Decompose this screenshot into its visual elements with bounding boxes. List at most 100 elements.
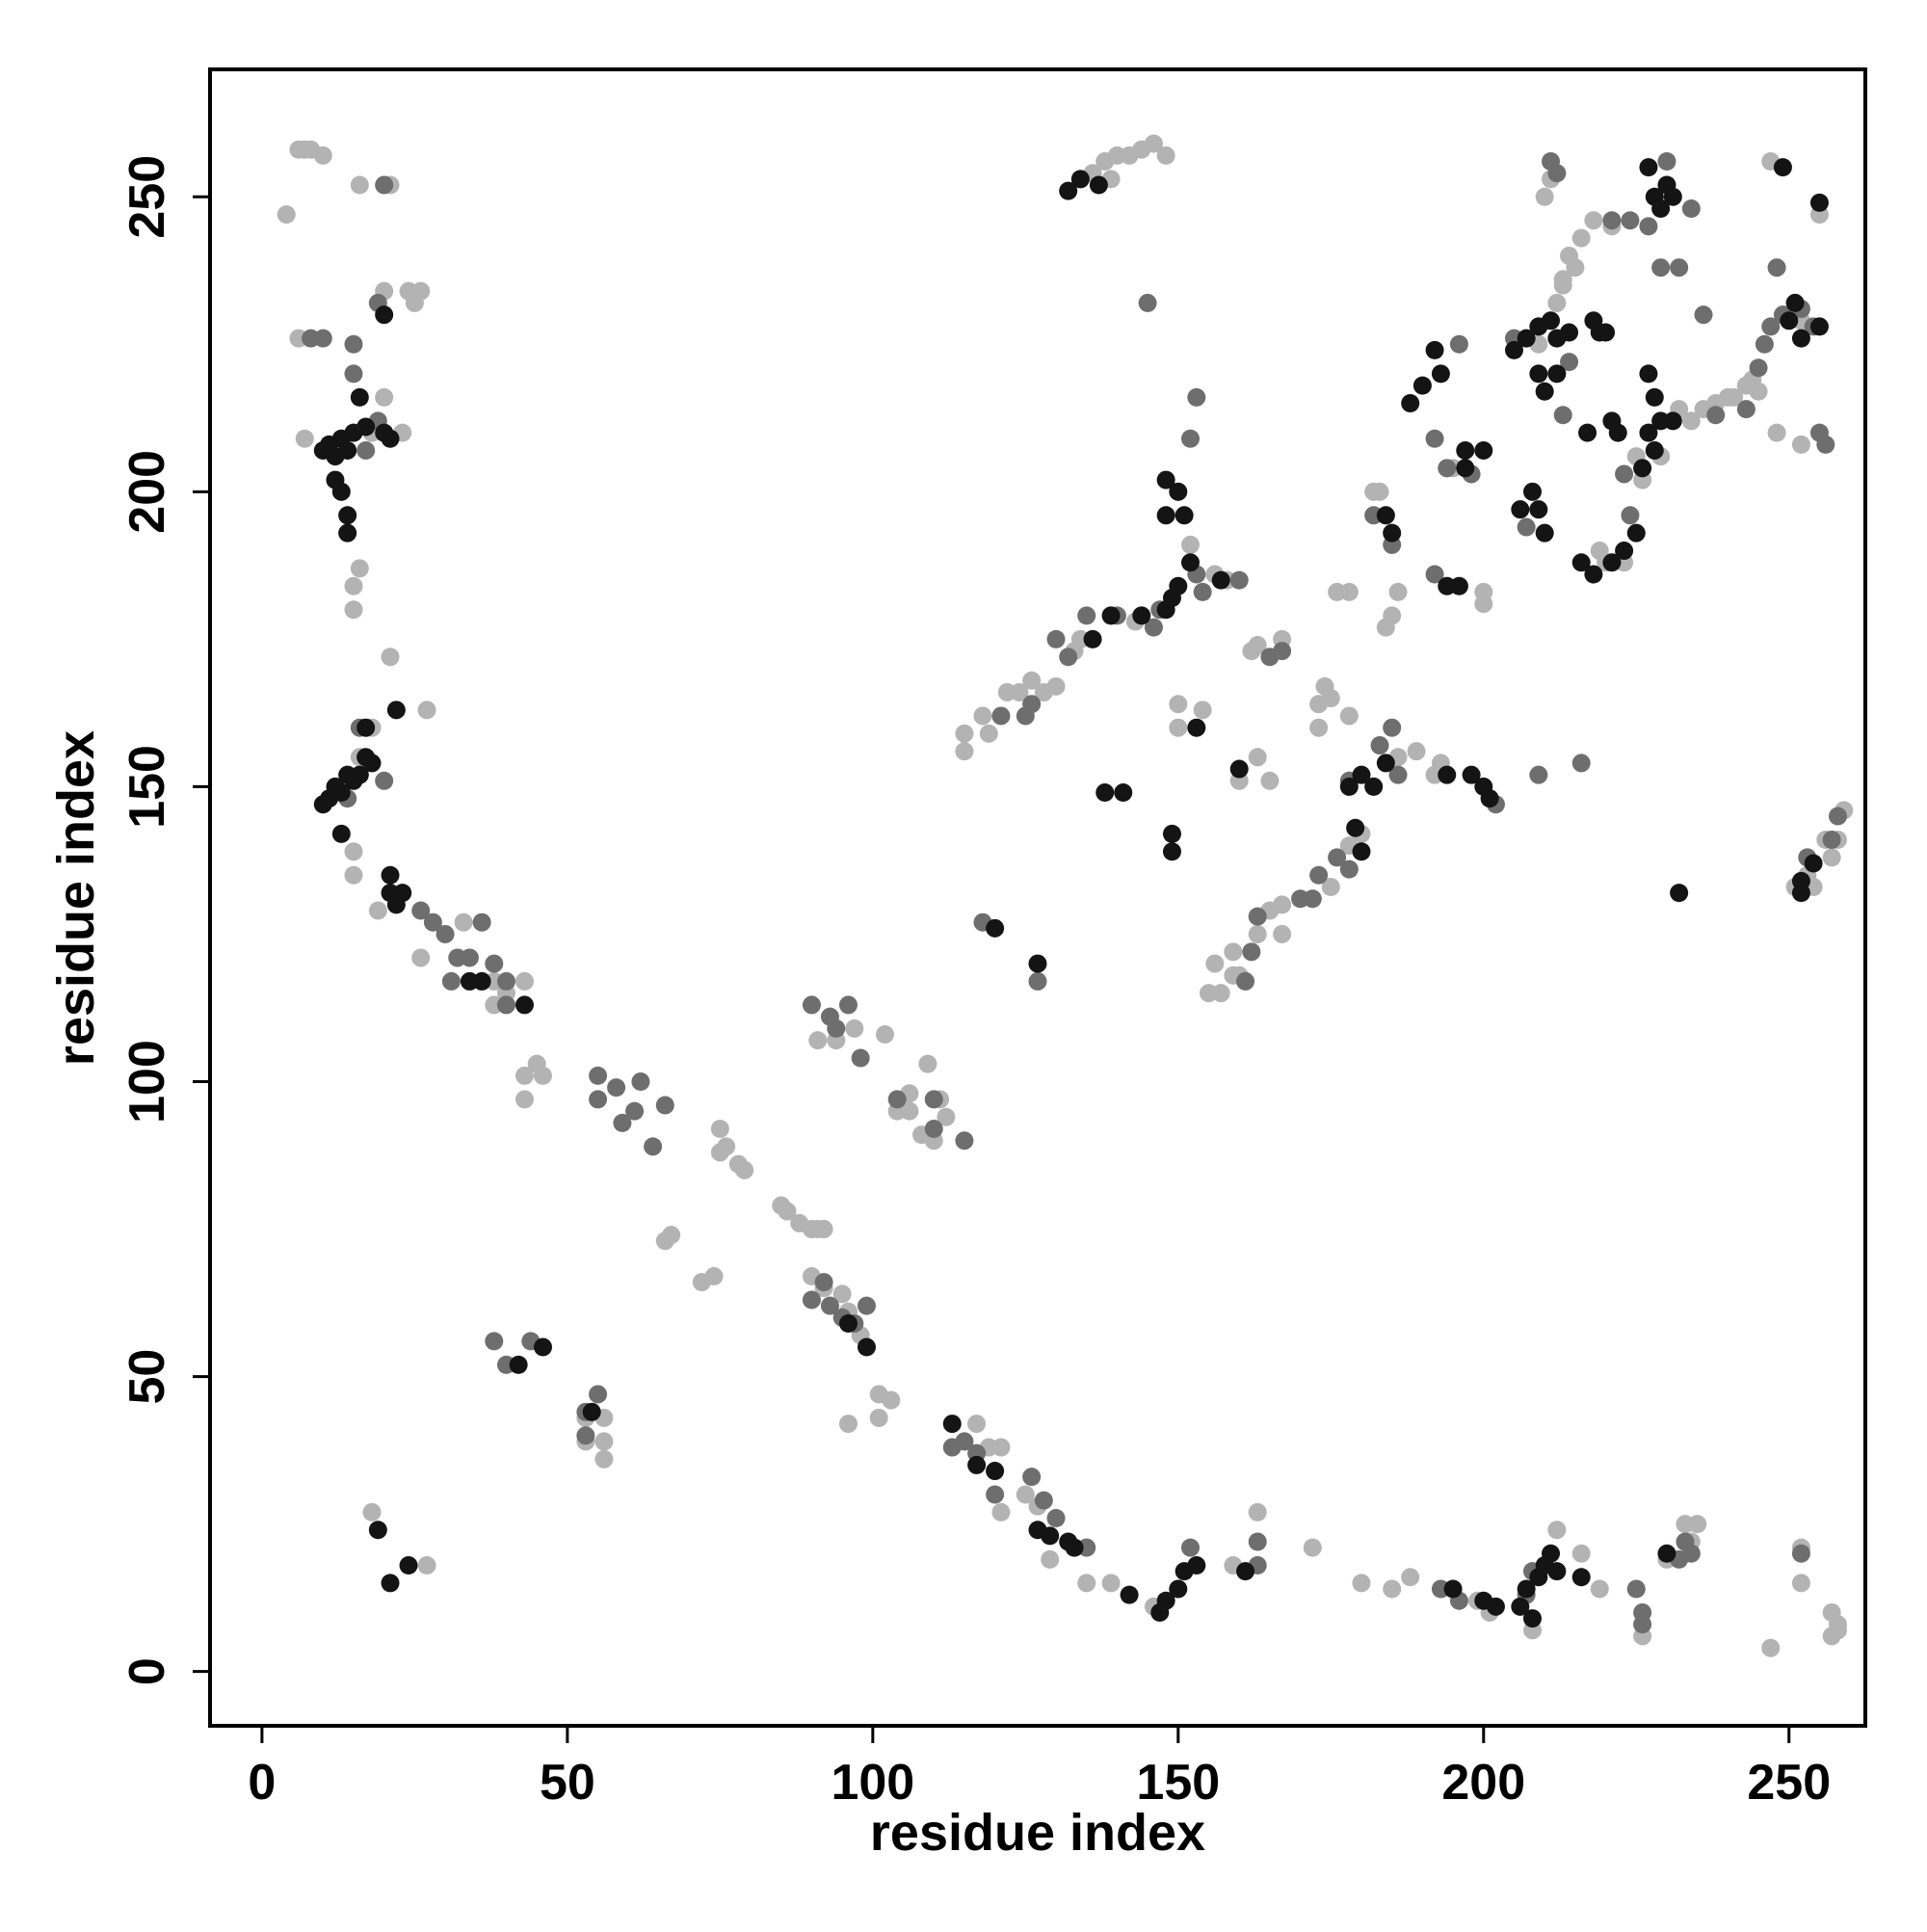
point: [344, 842, 363, 861]
y-axis-title: residue index: [47, 730, 105, 1066]
point: [576, 1426, 595, 1445]
point: [1309, 718, 1329, 737]
point: [1480, 789, 1499, 808]
point: [1303, 1538, 1322, 1557]
point: [1156, 1591, 1175, 1610]
point: [1089, 175, 1108, 195]
point: [1162, 824, 1181, 843]
point: [375, 387, 394, 407]
point: [1566, 258, 1585, 278]
point: [1486, 1597, 1505, 1616]
point: [814, 1220, 833, 1239]
point: [1046, 629, 1066, 648]
point: [1339, 777, 1359, 796]
point: [887, 1090, 907, 1109]
points: [277, 134, 1854, 1657]
point: [1529, 500, 1548, 519]
point: [411, 948, 431, 967]
point: [1431, 364, 1450, 384]
point: [827, 1019, 846, 1038]
point: [1193, 582, 1212, 601]
point: [1547, 164, 1567, 183]
point: [1065, 1538, 1084, 1557]
point: [1560, 353, 1579, 372]
point: [375, 771, 394, 790]
point: [368, 1521, 387, 1540]
point: [1456, 440, 1475, 460]
point: [1180, 1538, 1200, 1557]
point: [411, 901, 431, 920]
point: [1535, 187, 1554, 206]
point: [1412, 376, 1432, 395]
point: [350, 387, 369, 407]
point: [1621, 506, 1640, 525]
point: [1028, 971, 1047, 991]
point: [1095, 783, 1115, 803]
point: [613, 1113, 632, 1132]
point: [356, 417, 376, 437]
point: [277, 205, 296, 225]
point: [375, 305, 394, 325]
point: [1339, 582, 1359, 601]
point: [1785, 293, 1805, 312]
point: [1517, 517, 1536, 537]
point: [485, 954, 504, 973]
x-tick-label: 150: [1136, 1755, 1220, 1811]
point: [991, 706, 1011, 726]
point: [1791, 1544, 1810, 1563]
point: [509, 1355, 528, 1374]
point: [1303, 889, 1322, 909]
point: [1248, 748, 1267, 767]
point: [1438, 765, 1457, 784]
point: [1156, 470, 1175, 490]
point: [955, 1131, 974, 1151]
point: [1639, 158, 1658, 177]
point: [924, 1119, 943, 1138]
point: [454, 913, 473, 932]
point: [1547, 364, 1567, 384]
point: [1657, 1544, 1676, 1563]
point: [1657, 152, 1676, 171]
point: [1383, 1579, 1402, 1599]
point: [356, 718, 376, 737]
point: [1449, 334, 1468, 354]
point: [986, 918, 1005, 938]
point: [1138, 293, 1157, 312]
point: [344, 865, 363, 885]
point: [1529, 364, 1548, 384]
point: [1639, 364, 1658, 384]
y-tick-label: 100: [119, 1040, 175, 1124]
point: [1651, 198, 1671, 218]
point: [472, 971, 491, 991]
point: [1602, 211, 1622, 230]
point: [704, 1267, 724, 1286]
point: [534, 1066, 553, 1085]
point: [1260, 771, 1280, 790]
point: [1681, 198, 1701, 218]
point: [344, 334, 363, 354]
point: [1077, 1574, 1096, 1593]
point: [1022, 695, 1042, 714]
point: [1041, 1526, 1060, 1546]
point: [1725, 387, 1744, 407]
point: [955, 742, 974, 761]
point: [1633, 1615, 1652, 1634]
point: [918, 1054, 937, 1073]
point: [1645, 440, 1664, 460]
point: [1339, 706, 1359, 726]
point: [375, 175, 394, 195]
point: [594, 1432, 614, 1451]
point: [1236, 1562, 1255, 1581]
point: [1339, 860, 1359, 879]
point: [1370, 482, 1389, 501]
point: [344, 364, 363, 384]
point: [1352, 1574, 1371, 1593]
point: [515, 1066, 534, 1085]
point: [1346, 818, 1365, 837]
point: [594, 1449, 614, 1469]
point: [942, 1415, 962, 1434]
point: [1681, 411, 1701, 431]
point: [1388, 765, 1408, 784]
point: [882, 1390, 901, 1410]
point: [1571, 228, 1591, 248]
